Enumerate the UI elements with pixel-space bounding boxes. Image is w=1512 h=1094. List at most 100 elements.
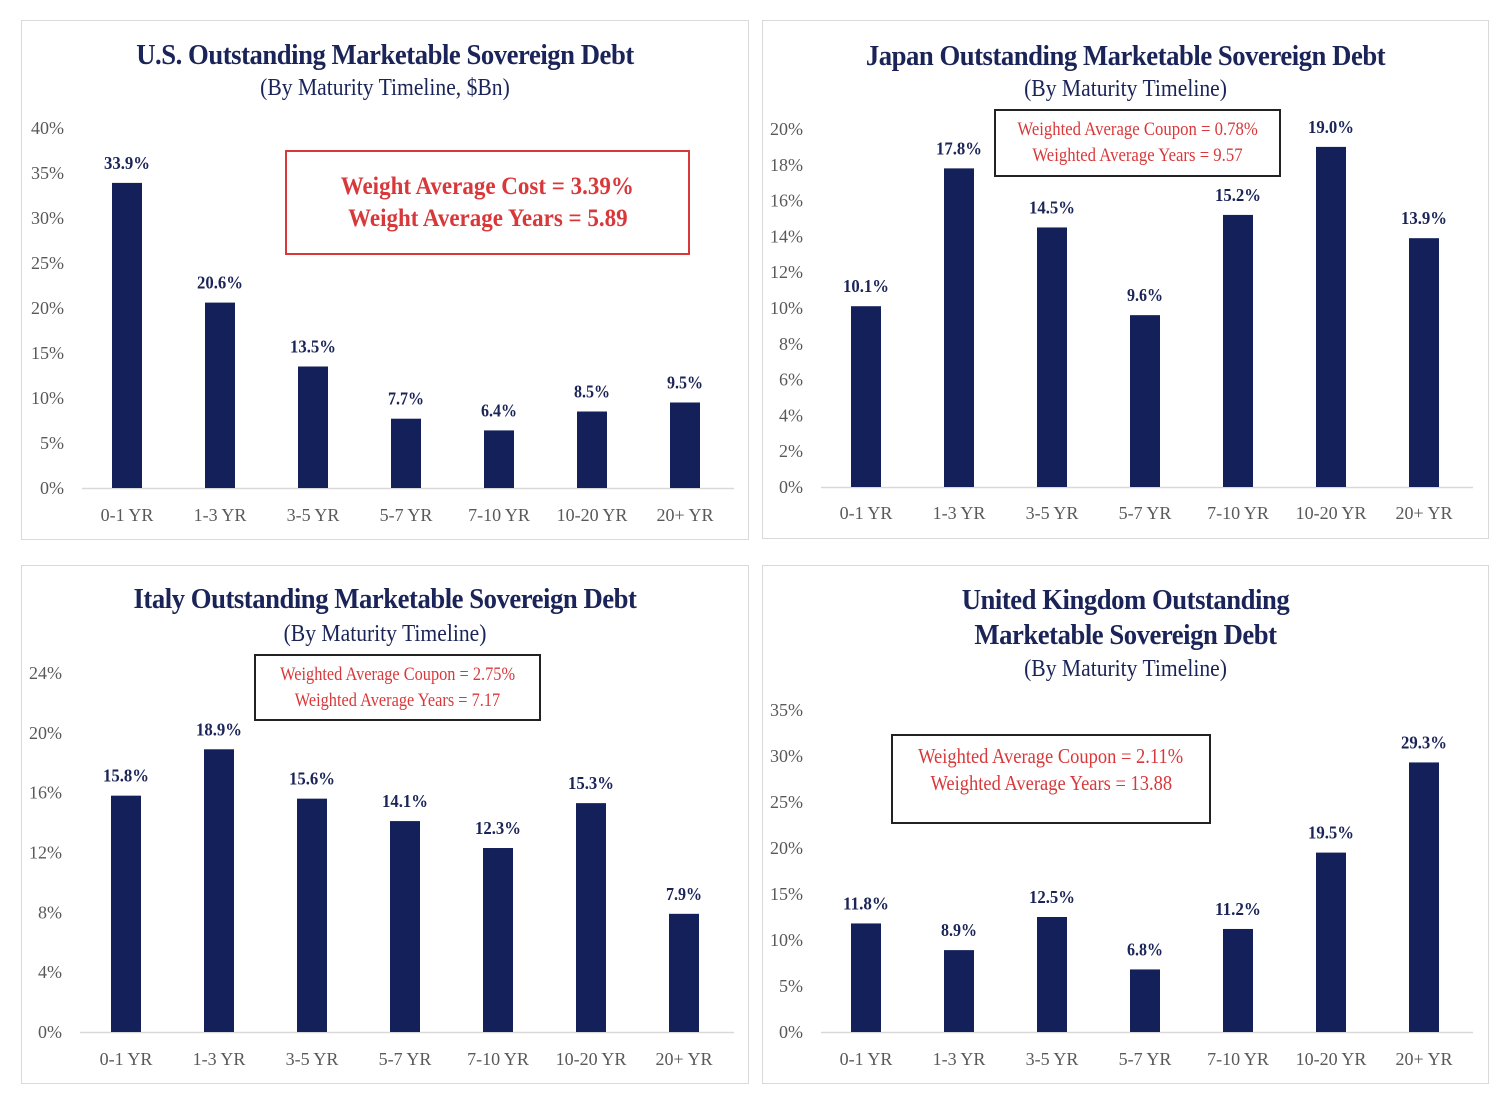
bar xyxy=(1037,917,1067,1032)
chart-subtitle: (By Maturity Timeline) xyxy=(283,621,487,647)
annotation-line: Weighted Average Years = 7.17 xyxy=(294,689,501,711)
bar xyxy=(111,795,141,1032)
y-tick-label: 5% xyxy=(779,976,803,996)
chart-panel-us: U.S. Outstanding Marketable Sovereign De… xyxy=(21,20,749,540)
x-tick-label: 1-3 YR xyxy=(933,1049,986,1069)
x-tick-label: 7-10 YR xyxy=(1207,503,1269,523)
chart-subtitle: (By Maturity Timeline) xyxy=(1024,76,1227,102)
annotation-line: Weight Average Years = 5.89 xyxy=(347,204,628,232)
bar xyxy=(112,182,142,488)
bar xyxy=(1037,227,1067,487)
data-label: 7.9% xyxy=(666,884,702,904)
x-tick-label: 7-10 YR xyxy=(467,1049,529,1069)
y-tick-label: 10% xyxy=(770,298,803,318)
bar xyxy=(391,418,421,488)
data-label: 8.9% xyxy=(941,920,977,940)
data-label: 8.5% xyxy=(574,382,610,402)
x-tick-label: 5-7 YR xyxy=(1119,503,1172,523)
y-tick-label: 30% xyxy=(31,208,64,228)
bar xyxy=(1409,762,1439,1032)
y-tick-label: 16% xyxy=(770,191,803,211)
data-label: 13.5% xyxy=(290,337,336,357)
annotation-box: Weighted Average Coupon = 2.75% Weighted… xyxy=(254,654,541,721)
annotation-box: Weighted Average Coupon = 2.11% Weighted… xyxy=(891,734,1211,824)
bar xyxy=(669,913,699,1032)
bar xyxy=(944,168,974,487)
annotation-line: Weighted Average Coupon = 2.75% xyxy=(280,663,515,685)
annotation-line: Weighted Average Coupon = 2.11% xyxy=(918,744,1184,768)
data-label: 15.3% xyxy=(568,773,614,793)
chart-subtitle: (By Maturity Timeline, $Bn) xyxy=(260,75,510,101)
y-tick-label: 0% xyxy=(38,1022,62,1042)
y-tick-label: 5% xyxy=(40,433,64,453)
data-label: 15.2% xyxy=(1215,185,1261,205)
data-label: 33.9% xyxy=(104,153,150,173)
x-tick-label: 0-1 YR xyxy=(100,1049,153,1069)
bar xyxy=(1409,238,1439,487)
bar xyxy=(298,366,328,488)
data-label: 7.7% xyxy=(388,389,424,409)
chart-title-line: Marketable Sovereign Debt xyxy=(974,619,1277,651)
chart-title: U.S. Outstanding Marketable Sovereign De… xyxy=(51,38,719,73)
x-tick-label: 1-3 YR xyxy=(193,1049,246,1069)
bar xyxy=(1223,214,1253,488)
y-tick-label: 15% xyxy=(31,343,64,363)
x-tick-label: 0-1 YR xyxy=(101,505,154,525)
bar xyxy=(944,950,974,1032)
data-label: 18.9% xyxy=(196,719,242,739)
bar xyxy=(390,821,420,1032)
x-tick-label: 20+ YR xyxy=(1396,1049,1453,1069)
y-tick-label: 20% xyxy=(770,119,803,139)
x-tick-label: 7-10 YR xyxy=(468,505,530,525)
data-label: 19.5% xyxy=(1308,823,1354,843)
bar xyxy=(851,923,881,1032)
x-tick-label: 3-5 YR xyxy=(1026,503,1079,523)
bar xyxy=(851,306,881,487)
chart-title-line: Italy Outstanding Marketable Sovereign D… xyxy=(133,583,637,615)
chart-panel-uk: United Kingdom Outstanding Marketable So… xyxy=(762,565,1489,1084)
chart-plot: 0% 5% 10% 15% 20% 25% 30% 35% 11.8% 0-1 YR 8.9% 1-3… xyxy=(770,700,1473,1069)
x-tick-label: 5-7 YR xyxy=(379,1049,432,1069)
chart-title-line: United Kingdom Outstanding xyxy=(961,584,1290,616)
chart-plot: 0% 5% 10% 15% 20% 25% 30% 35% 40% 33.9% 0-1 YR 20.6… xyxy=(31,118,734,525)
y-tick-label: 20% xyxy=(31,298,64,318)
annotation-box: Weighted Average Coupon = 0.78% Weighted… xyxy=(994,109,1281,177)
y-tick-label: 14% xyxy=(770,226,803,246)
bar xyxy=(1130,315,1160,487)
bar xyxy=(577,411,607,488)
data-label: 15.6% xyxy=(289,769,335,789)
data-label: 14.1% xyxy=(382,791,428,811)
annotation-box: Weight Average Cost = 3.39% Weight Avera… xyxy=(285,150,690,255)
y-tick-label: 8% xyxy=(779,334,803,354)
y-tick-label: 18% xyxy=(770,155,803,175)
x-tick-label: 10-20 YR xyxy=(556,1049,627,1069)
y-tick-label: 12% xyxy=(29,843,62,863)
bar xyxy=(1316,852,1346,1032)
bar xyxy=(576,803,606,1032)
chart-title: Japan Outstanding Marketable Sovereign D… xyxy=(792,39,1459,74)
x-tick-label: 10-20 YR xyxy=(1296,1049,1367,1069)
y-tick-label: 0% xyxy=(779,1022,803,1042)
x-tick-label: 1-3 YR xyxy=(194,505,247,525)
annotation-line: Weight Average Cost = 3.39% xyxy=(340,172,635,200)
x-tick-label: 20+ YR xyxy=(657,505,714,525)
y-tick-label: 4% xyxy=(779,405,803,425)
bar xyxy=(670,402,700,488)
x-tick-label: 10-20 YR xyxy=(557,505,628,525)
bar xyxy=(205,302,235,488)
annotation-line: Weighted Average Coupon = 0.78% xyxy=(1017,119,1258,140)
annotation-line: Weighted Average Years = 13.88 xyxy=(930,771,1172,795)
x-tick-label: 1-3 YR xyxy=(933,503,986,523)
chart-title: Italy Outstanding Marketable Sovereign D… xyxy=(51,582,719,617)
data-label: 19.0% xyxy=(1308,117,1354,137)
bar xyxy=(483,848,513,1032)
data-label: 6.8% xyxy=(1127,939,1163,959)
y-tick-label: 25% xyxy=(770,792,803,812)
data-label: 20.6% xyxy=(197,273,243,293)
data-label: 12.3% xyxy=(475,818,521,838)
y-tick-label: 6% xyxy=(779,370,803,390)
bar xyxy=(1223,928,1253,1032)
chart-panel-italy: Italy Outstanding Marketable Sovereign D… xyxy=(21,565,749,1084)
chart-panel-japan: Japan Outstanding Marketable Sovereign D… xyxy=(762,20,1489,539)
data-label: 9.5% xyxy=(667,373,703,393)
